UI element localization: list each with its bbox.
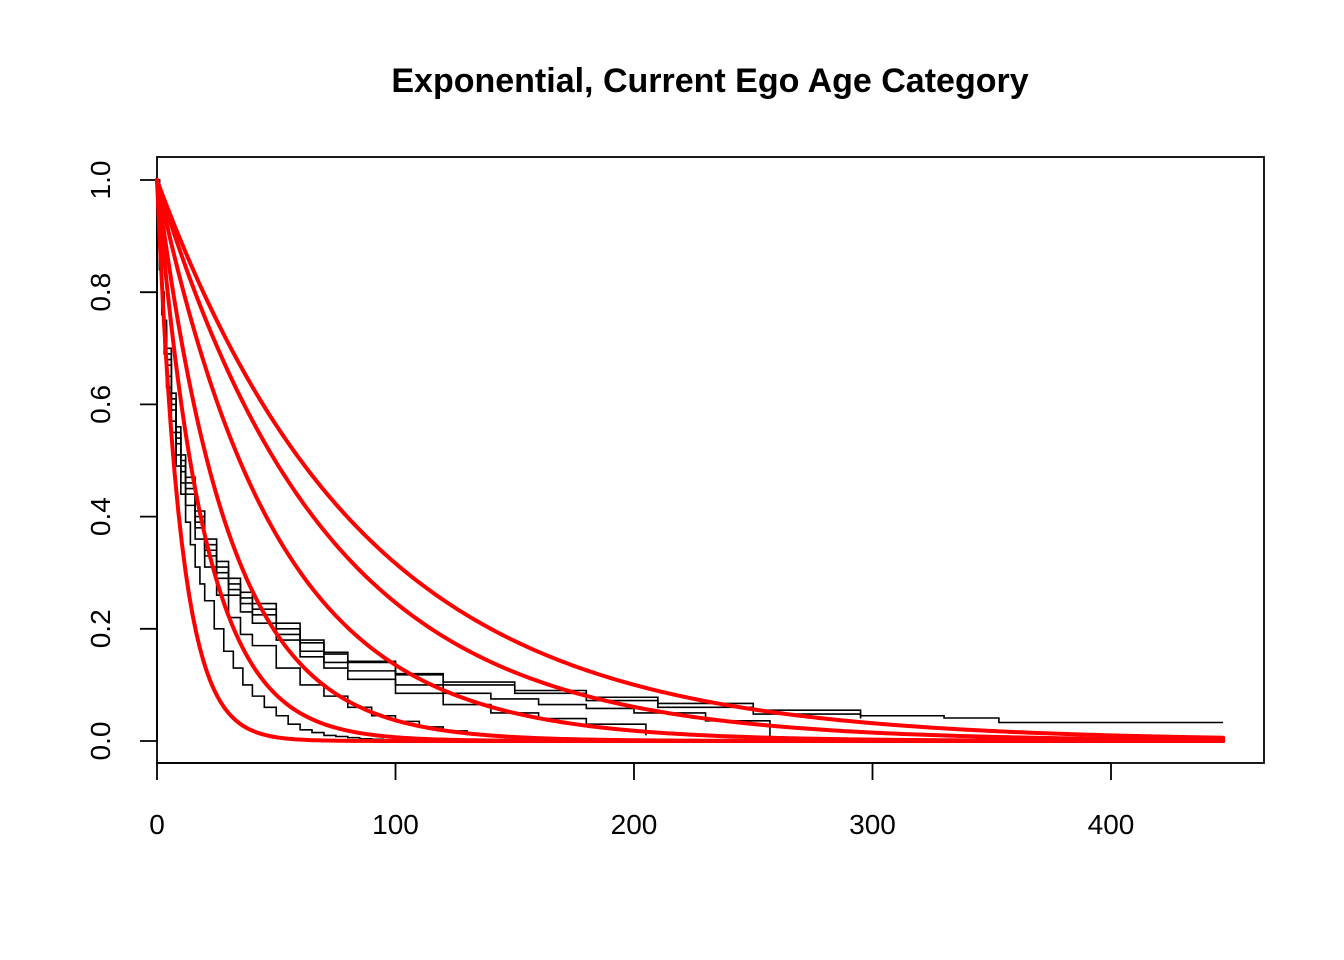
x-tick-label: 0 (149, 809, 165, 840)
y-tick-label: 0.6 (85, 385, 116, 424)
chart-title: Exponential, Current Ego Age Category (391, 62, 1028, 100)
x-axis: 0 100 200 300 400 (149, 762, 1135, 840)
y-tick-label: 0.4 (85, 497, 116, 536)
exponential-fit-curve (155, 178, 1226, 742)
exponential-fit-curve (155, 178, 1226, 740)
x-tick-label: 100 (372, 809, 419, 840)
x-tick-label: 400 (1088, 809, 1135, 840)
y-tick-label: 0.2 (85, 609, 116, 648)
exponential-fit-curve (155, 178, 1226, 743)
y-tick-label: 0.8 (85, 273, 116, 312)
y-tick-label: 0.0 (85, 722, 116, 761)
km-curve (157, 179, 771, 740)
exponential-fit-curves (155, 178, 1226, 743)
y-tick-label: 1.0 (85, 161, 116, 200)
x-tick-label: 200 (611, 809, 658, 840)
x-tick-label: 300 (849, 809, 896, 840)
km-curve (157, 179, 862, 719)
y-axis: 0.0 0.2 0.4 0.6 0.8 1.0 (85, 161, 158, 761)
